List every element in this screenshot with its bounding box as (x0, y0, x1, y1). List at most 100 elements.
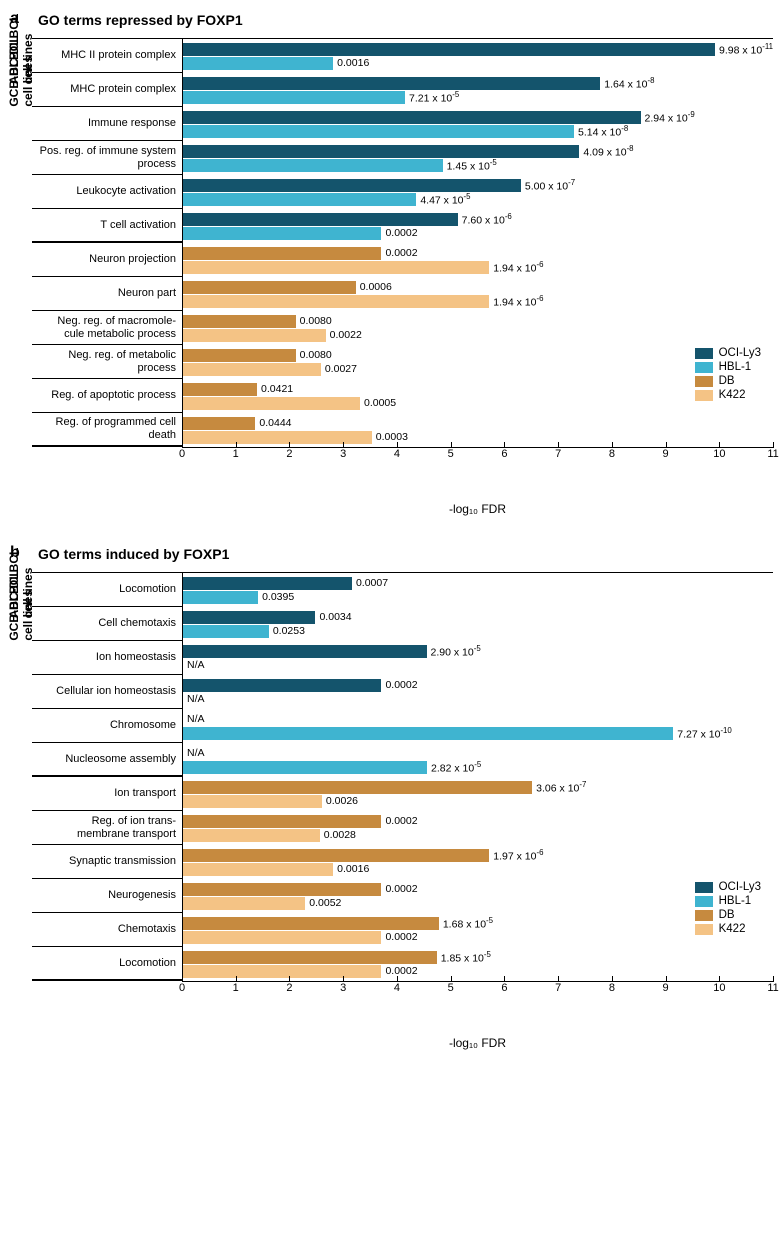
group-label: GCB-DLBCLcell lines (10, 594, 32, 616)
legend-label: OCI-Ly3 (719, 347, 761, 359)
bar-DB (183, 417, 255, 430)
bar-line: 0.0016 (183, 57, 773, 70)
legend-item: OCI-Ly3 (695, 881, 761, 893)
x-tick-label: 7 (555, 982, 561, 994)
x-tick-label: 4 (394, 982, 400, 994)
category-label: Nucleosome assembly (32, 743, 182, 777)
x-tick-label: 0 (179, 448, 185, 460)
x-tick: 10 (719, 448, 773, 466)
exponent: -10 (720, 726, 731, 735)
bar-DB (183, 849, 489, 862)
category-label: Cellular ion homeostasis (32, 675, 182, 709)
bar-HBL-1 (183, 727, 673, 740)
x-tick-label: 9 (663, 982, 669, 994)
legend-swatch (695, 348, 713, 359)
value-label: N/A (187, 713, 205, 725)
value-label: 0.0080 (300, 315, 332, 327)
bar-row: 9.98 x 10-110.0016 (183, 39, 773, 73)
bar-K422 (183, 931, 381, 944)
legend-item: DB (695, 909, 761, 921)
x-tick: 3 (343, 982, 397, 1000)
bar-line: 0.0444 (183, 417, 773, 430)
legend-swatch (695, 390, 713, 401)
value-label: 0.0080 (300, 349, 332, 361)
plot-area: 0.00070.03950.00340.02532.90 x 10-5N/A0.… (182, 572, 773, 982)
bar-HBL-1 (183, 159, 443, 172)
bar-line: 2.94 x 10-9 (183, 111, 773, 124)
value-label: 7.21 x 10-5 (409, 90, 459, 105)
exponent: -5 (484, 950, 491, 959)
bar-DB (183, 951, 437, 964)
category-label: Leukocyte activation (32, 175, 182, 209)
x-tick: 6 (504, 448, 558, 466)
value-label: 0.0395 (262, 591, 294, 603)
bar-DB (183, 917, 439, 930)
x-axis: 01234567891011 (10, 448, 773, 484)
category-label: Locomotion (32, 947, 182, 981)
chart: ABC-DLBCLcell linesGCB-DLBCLcell linesMH… (10, 38, 773, 448)
legend-item: HBL-1 (695, 895, 761, 907)
exponent: -5 (490, 158, 497, 167)
bar-row: 0.0002N/A (183, 675, 773, 709)
bar-OCI-Ly3 (183, 43, 715, 56)
category-label: MHC protein complex (32, 73, 182, 107)
bar-K422 (183, 829, 320, 842)
value-label: 0.0002 (385, 679, 417, 691)
x-tick: 0 (182, 982, 236, 1000)
exponent: -7 (579, 780, 586, 789)
value-label: 4.47 x 10-5 (420, 192, 470, 207)
bar-line: 0.0006 (183, 281, 773, 294)
exponent: -5 (474, 760, 481, 769)
bar-line: 0.0016 (183, 863, 773, 876)
bar-row: 4.09 x 10-81.45 x 10-5 (183, 141, 773, 175)
legend-item: OCI-Ly3 (695, 347, 761, 359)
bar-line: 0.0022 (183, 329, 773, 342)
bar-line: 0.0028 (183, 829, 773, 842)
legend-item: HBL-1 (695, 361, 761, 373)
value-label: 0.0052 (309, 897, 341, 909)
value-label: 4.09 x 10-8 (583, 144, 633, 159)
exponent: -5 (486, 916, 493, 925)
legend-swatch (695, 882, 713, 893)
bar-row: N/A 7.27 x 10-10 (183, 709, 773, 743)
exponent: -6 (505, 212, 512, 221)
category-label: Ion transport (32, 777, 182, 811)
bar-line: 2.82 x 10-5 (183, 761, 773, 774)
value-label: 0.0027 (325, 363, 357, 375)
bar-HBL-1 (183, 193, 416, 206)
x-tick-label: 3 (340, 448, 346, 460)
bar-OCI-Ly3 (183, 611, 315, 624)
exponent: -5 (464, 192, 471, 201)
value-label: 5.14 x 10-8 (578, 124, 628, 139)
value-label: 0.0002 (385, 247, 417, 259)
bar-line: 0.0002 (183, 815, 773, 828)
x-tick: 8 (612, 982, 666, 1000)
value-label: 9.98 x 10-11 (719, 42, 773, 57)
legend-swatch (695, 376, 713, 387)
x-tick: 2 (289, 982, 343, 1000)
bar-line: 1.94 x 10-6 (183, 295, 773, 308)
value-label: 1.94 x 10-6 (493, 260, 543, 275)
x-tick: 5 (451, 448, 505, 466)
value-label: 0.0002 (385, 227, 417, 239)
plot-inner: 0.00070.03950.00340.02532.90 x 10-5N/A0.… (183, 572, 773, 981)
x-tick-label: 5 (448, 982, 454, 994)
bar-HBL-1 (183, 91, 405, 104)
bar-row: 0.04440.0003 (183, 413, 773, 447)
bar-OCI-Ly3 (183, 77, 600, 90)
legend-swatch (695, 896, 713, 907)
value-label: N/A (187, 659, 205, 671)
bar-line: 2.90 x 10-5 (183, 645, 773, 658)
plot-inner: 9.98 x 10-110.00161.64 x 10-87.21 x 10-5… (183, 38, 773, 447)
bar-DB (183, 815, 381, 828)
bar-line: 0.0005 (183, 397, 773, 410)
category-label: Ion homeostasis (32, 641, 182, 675)
value-label: 7.27 x 10-10 (677, 726, 732, 741)
legend-label: HBL-1 (719, 895, 752, 907)
exponent: -6 (536, 848, 543, 857)
bar-line: 1.97 x 10-6 (183, 849, 773, 862)
bar-OCI-Ly3 (183, 577, 352, 590)
legend-item: K422 (695, 923, 761, 935)
x-tick-label: 3 (340, 982, 346, 994)
bar-HBL-1 (183, 125, 574, 138)
